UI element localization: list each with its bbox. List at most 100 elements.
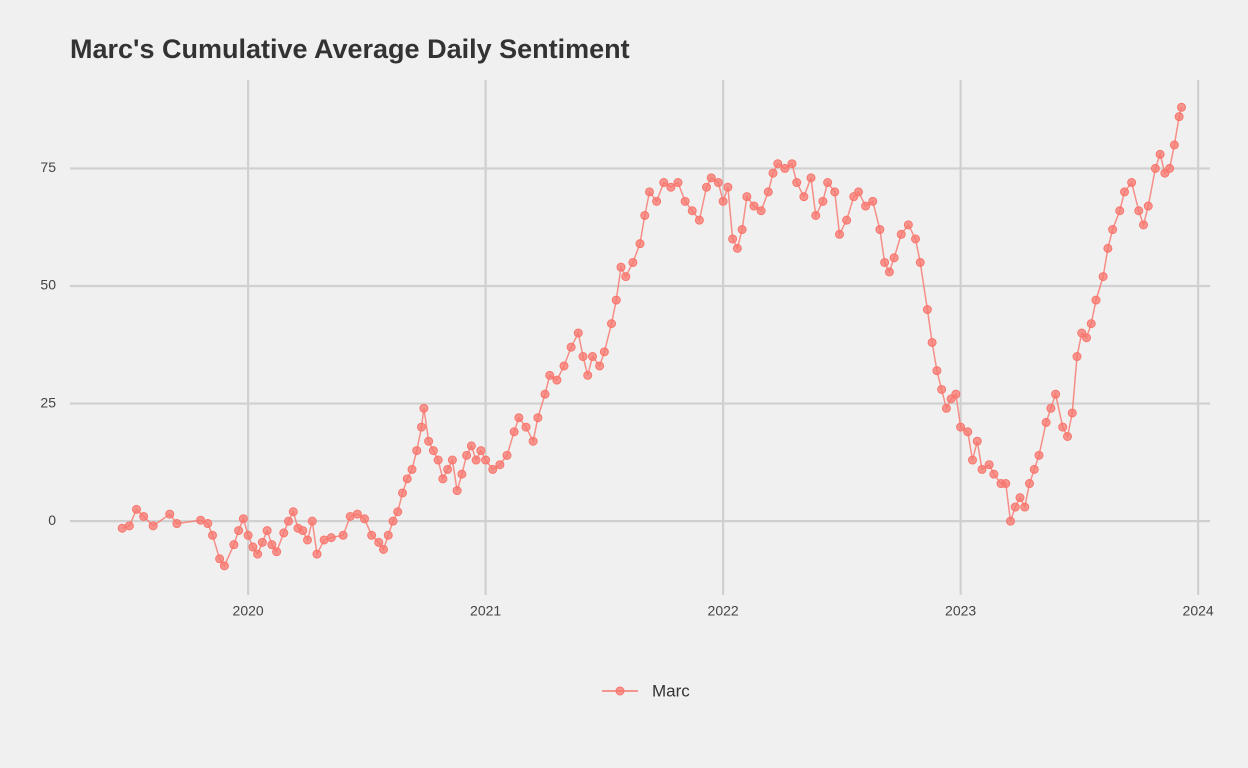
point [462,450,472,460]
point [447,455,457,465]
point [124,521,134,531]
point [884,267,894,277]
point [811,210,821,220]
point [968,455,977,465]
point [806,173,816,183]
point [984,460,994,470]
point [763,187,773,197]
point [552,375,562,385]
point [868,196,878,206]
point [595,361,605,371]
point [1086,319,1096,329]
point [1177,102,1186,112]
point [1174,112,1184,122]
point [481,455,491,465]
point [880,257,890,267]
point [303,535,312,545]
point [749,201,759,211]
x-tick-label: 2021 [470,603,501,619]
point [611,295,621,305]
point [640,210,650,220]
point [528,436,538,446]
point [428,446,438,456]
point [773,159,783,169]
point [1139,220,1148,230]
x-tick-label: 2022 [708,603,739,619]
point [621,272,631,282]
point [1108,225,1118,235]
y-tick-label: 50 [40,277,56,293]
chart-title: Marc's Cumulative Average Daily Sentimen… [70,34,630,64]
point [1091,295,1101,305]
point [229,540,239,550]
point [713,178,723,188]
point [1001,479,1011,489]
point [379,544,388,554]
point [284,516,293,526]
point [208,530,217,540]
point [545,370,555,380]
x-tick-label: 2020 [233,603,264,619]
point [896,229,906,239]
point [635,239,645,249]
point [502,450,512,460]
point [1169,140,1179,150]
point [659,178,669,188]
point [307,516,317,526]
x-tick-label: 2023 [945,603,976,619]
y-tick-label: 25 [40,394,56,410]
point [279,528,289,538]
point [267,540,277,550]
point [937,384,947,394]
point [941,403,951,413]
point [172,519,182,529]
point [706,173,716,183]
legend-label: Marc [652,681,690,700]
point [457,469,467,479]
point [438,474,448,484]
point [583,370,593,380]
point [673,178,683,188]
point [768,168,778,178]
point [616,262,626,272]
point [360,514,369,524]
point [288,507,298,517]
point [533,413,543,423]
point [915,257,925,267]
point [799,192,809,202]
legend-point [615,686,625,696]
point [792,178,802,188]
point [732,243,742,253]
point [1046,403,1056,413]
point [666,182,676,192]
point [835,229,844,239]
point [419,403,429,413]
point [424,436,434,446]
point [1034,450,1044,460]
point [875,225,885,235]
point [823,178,833,188]
point [139,511,149,521]
point [854,187,863,197]
point [1051,389,1061,399]
point [932,366,942,376]
point [977,464,987,474]
point [1103,243,1113,253]
point [559,361,569,371]
point [927,337,937,347]
point [219,561,229,571]
point [861,201,871,211]
point [718,196,728,206]
point [1006,516,1015,526]
point [956,422,966,432]
point [1072,352,1082,362]
point [756,206,766,216]
point [607,319,616,329]
point [443,464,453,474]
point [1082,333,1091,343]
point [1015,493,1025,503]
point [383,530,393,540]
point [132,504,141,514]
point [680,196,690,206]
